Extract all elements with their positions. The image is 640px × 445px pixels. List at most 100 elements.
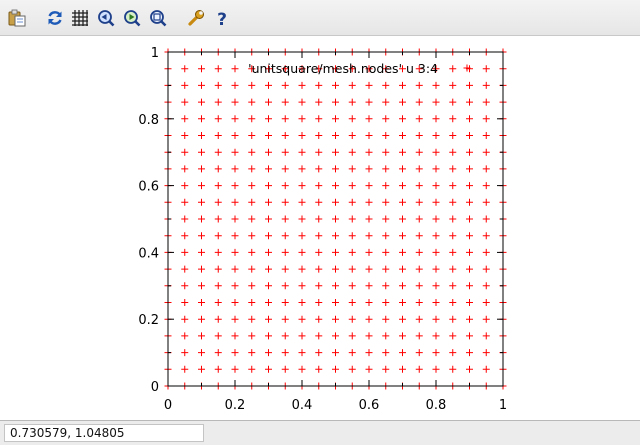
data-point — [482, 299, 490, 306]
data-point — [399, 248, 406, 256]
data-point — [415, 232, 423, 240]
plot-area[interactable]: 0 0.2 0.4 0.6 0.8 1 0 0.2 0.4 0.6 0.8 1 'unitsquare… — [0, 36, 640, 420]
data-point — [265, 182, 272, 190]
data-point — [298, 232, 306, 240]
data-point — [432, 215, 440, 223]
data-point — [231, 248, 239, 256]
data-point — [265, 198, 272, 206]
data-point — [181, 315, 189, 323]
data-point — [415, 282, 423, 290]
data-point — [332, 265, 339, 273]
data-point — [466, 198, 473, 206]
replot-icon — [46, 9, 64, 27]
data-point — [382, 299, 390, 306]
data-point — [298, 349, 306, 357]
unzoom-button[interactable] — [148, 8, 168, 28]
data-point — [214, 98, 222, 106]
data-point — [432, 248, 440, 256]
data-point — [415, 132, 423, 139]
data-point — [432, 349, 440, 357]
data-point — [449, 265, 457, 273]
data-point — [198, 332, 205, 340]
data-point — [315, 365, 323, 373]
legend-sample-marker — [463, 64, 471, 72]
help-icon: ? — [213, 9, 231, 27]
data-point — [399, 282, 406, 290]
data-point — [281, 265, 289, 273]
data-point — [348, 332, 356, 340]
data-point — [315, 132, 323, 139]
grid-icon — [71, 9, 89, 27]
data-point — [281, 215, 289, 223]
data-point — [482, 315, 490, 323]
data-point — [399, 215, 406, 223]
data-point — [332, 282, 339, 290]
data-point — [449, 282, 457, 290]
cursor-coordinates: 0.730579, 1.04805 — [4, 424, 204, 442]
data-point — [332, 365, 339, 373]
data-point — [415, 215, 423, 223]
data-point — [181, 248, 189, 256]
data-point — [231, 148, 239, 156]
help-button[interactable]: ? — [212, 8, 232, 28]
data-point — [449, 182, 457, 190]
data-point — [214, 165, 222, 173]
data-point — [399, 81, 406, 89]
data-point — [248, 132, 256, 139]
data-point — [214, 198, 222, 206]
data-point — [365, 299, 373, 306]
data-point — [265, 115, 272, 123]
toolbar: ? — [0, 0, 640, 36]
data-point — [265, 215, 272, 223]
data-point — [214, 248, 222, 256]
copy-to-clipboard-button[interactable] — [7, 8, 27, 28]
data-point — [298, 115, 306, 123]
data-point — [482, 115, 490, 123]
data-point — [281, 315, 289, 323]
data-point — [298, 332, 306, 340]
data-point — [181, 65, 189, 73]
data-point — [415, 349, 423, 357]
zoom-previous-button[interactable] — [96, 8, 116, 28]
data-point — [432, 165, 440, 173]
data-point — [482, 248, 490, 256]
data-point — [315, 115, 323, 123]
data-point — [214, 282, 222, 290]
grid-button[interactable] — [70, 8, 90, 28]
data-point — [181, 132, 189, 139]
data-point — [415, 65, 423, 73]
data-point — [248, 282, 256, 290]
data-point — [265, 165, 272, 173]
settings-button[interactable] — [186, 8, 206, 28]
data-point — [466, 315, 473, 323]
replot-button[interactable] — [45, 8, 65, 28]
data-point — [449, 248, 457, 256]
zoom-next-button[interactable] — [122, 8, 142, 28]
data-point — [281, 182, 289, 190]
data-point — [315, 232, 323, 240]
data-point — [466, 182, 473, 190]
data-point — [248, 81, 256, 89]
data-point — [382, 98, 390, 106]
data-point — [265, 65, 272, 73]
data-point — [281, 365, 289, 373]
data-point — [332, 299, 339, 306]
data-point — [231, 215, 239, 223]
data-point — [315, 315, 323, 323]
data-point — [432, 365, 440, 373]
data-point — [432, 315, 440, 323]
data-point — [332, 349, 339, 357]
data-point — [281, 282, 289, 290]
data-point — [298, 182, 306, 190]
data-point — [432, 182, 440, 190]
data-point — [449, 115, 457, 123]
data-point — [365, 332, 373, 340]
data-point — [365, 148, 373, 156]
data-point — [248, 65, 256, 73]
data-point — [482, 81, 490, 89]
legend: 'unitsquare/mesh.nodes' u 3:4 — [248, 61, 471, 76]
data-point — [248, 365, 256, 373]
x-tick-label: 0.6 — [359, 398, 380, 413]
data-point — [248, 315, 256, 323]
data-point — [231, 81, 239, 89]
